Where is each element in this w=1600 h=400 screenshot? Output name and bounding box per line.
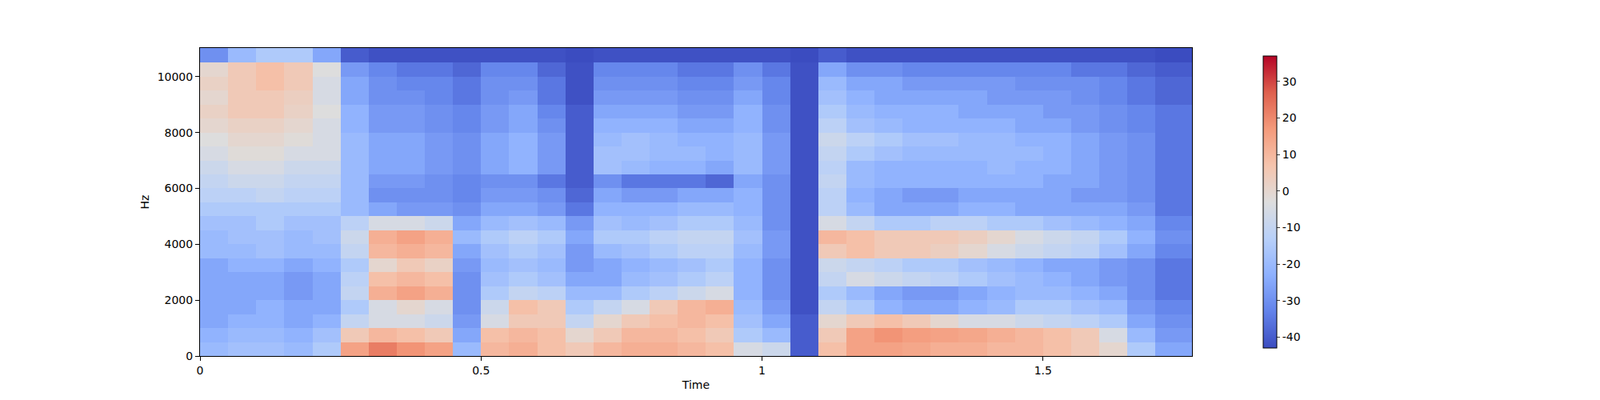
svg-text:2000: 2000: [164, 293, 194, 307]
svg-text:10000: 10000: [157, 70, 194, 84]
svg-text:1.5: 1.5: [1034, 364, 1052, 377]
svg-text:0: 0: [196, 364, 204, 377]
svg-text:-40: -40: [1282, 330, 1301, 344]
svg-text:1: 1: [758, 364, 766, 377]
svg-text:10: 10: [1282, 148, 1297, 161]
svg-text:4000: 4000: [164, 237, 194, 251]
svg-text:Hz: Hz: [138, 195, 152, 210]
svg-text:20: 20: [1282, 111, 1297, 124]
svg-text:0: 0: [185, 349, 193, 363]
svg-text:0.5: 0.5: [472, 364, 490, 377]
svg-text:30: 30: [1282, 75, 1297, 88]
svg-text:-30: -30: [1282, 294, 1301, 308]
svg-text:-10: -10: [1282, 220, 1301, 234]
svg-text:-20: -20: [1282, 257, 1301, 271]
svg-text:8000: 8000: [164, 126, 194, 140]
svg-text:6000: 6000: [164, 181, 194, 195]
svg-text:0: 0: [1282, 184, 1290, 198]
svg-text:Time: Time: [681, 378, 710, 392]
